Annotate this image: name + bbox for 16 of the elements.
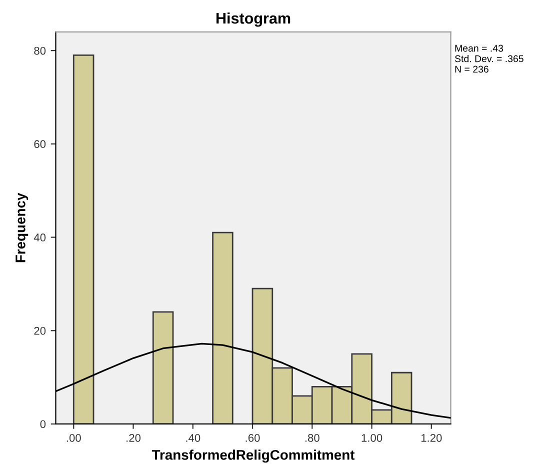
x-tick-label: .60: [246, 434, 260, 442]
x-tick-label: .80: [305, 434, 320, 442]
y-axis-title: Frequency: [16, 192, 28, 262]
y-tick-label: 20: [34, 326, 46, 335]
y-tick-label: 0: [40, 420, 46, 428]
x-axis-title: TransformedReligCommitment: [152, 450, 355, 463]
y-tick-label: 40: [34, 234, 46, 242]
y-tick-label: 80: [34, 46, 46, 55]
text: Mean = .43 Std. Dev. = .365 N = 236: [454, 44, 524, 73]
x-tick-label: 1.00: [362, 434, 382, 442]
x-tick-label: .20: [126, 434, 141, 442]
x-tick-label: .00: [66, 434, 81, 442]
y-tick-label: 60: [34, 140, 46, 148]
x-tick-label: .40: [186, 434, 200, 442]
x-tick-label: 1.20: [421, 434, 442, 442]
chart-title: Histogram: [216, 12, 290, 27]
